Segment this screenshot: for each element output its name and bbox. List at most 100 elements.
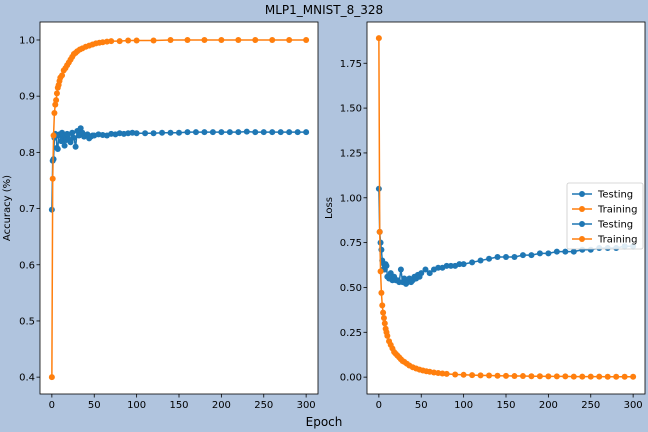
data-point — [218, 36, 225, 43]
data-point — [277, 129, 284, 136]
x-tick-label: 250 — [254, 400, 273, 411]
y-tick-label: 0.50 — [340, 283, 362, 294]
data-point — [67, 139, 74, 146]
y-axis-label: Accuracy (%) — [2, 175, 13, 241]
legend-label: Testing — [597, 220, 633, 231]
data-point — [545, 373, 552, 380]
data-point — [235, 36, 242, 43]
data-point — [596, 373, 603, 380]
data-point — [50, 132, 57, 139]
data-point — [192, 129, 199, 136]
data-point — [435, 264, 442, 271]
data-point — [184, 36, 191, 43]
figure-title: MLP1_MNIST_8_328 — [265, 3, 383, 17]
x-tick-label: 150 — [169, 400, 188, 411]
data-point — [422, 266, 429, 273]
y-tick-label: 0.9 — [19, 92, 35, 103]
y-tick-label: 0.7 — [19, 204, 35, 215]
data-point — [460, 371, 467, 378]
data-point — [260, 129, 267, 136]
data-point — [381, 320, 388, 327]
data-point — [469, 259, 476, 266]
data-point — [452, 371, 459, 378]
data-point — [570, 373, 577, 380]
data-point — [503, 253, 509, 260]
legend-marker — [579, 206, 585, 212]
data-point — [384, 332, 391, 339]
data-point — [159, 129, 166, 136]
y-tick-label: 0.25 — [340, 328, 362, 339]
x-tick-label: 100 — [454, 400, 473, 411]
data-point — [380, 309, 387, 316]
data-point — [511, 373, 518, 380]
data-point — [562, 373, 569, 380]
data-point — [209, 129, 216, 136]
x-tick-label: 0 — [49, 400, 55, 411]
data-point — [53, 90, 60, 97]
data-point — [519, 252, 526, 259]
data-point — [418, 270, 425, 277]
x-tick-label: 200 — [212, 400, 231, 411]
series-Training — [375, 35, 637, 380]
data-point — [456, 261, 463, 268]
x-tick-label: 250 — [581, 400, 600, 411]
data-point — [503, 372, 509, 379]
data-point — [469, 372, 476, 379]
data-point — [511, 253, 518, 260]
x-tick-label: 0 — [376, 400, 382, 411]
data-point — [613, 373, 620, 380]
data-point — [447, 262, 454, 269]
data-point — [51, 110, 58, 117]
data-point — [379, 302, 386, 309]
data-point — [218, 129, 225, 136]
loss-chart: 0 50 100 150 200 250 300 0.00 0.25 0.50 0.75 1.00 1.… — [324, 21, 646, 411]
data-point — [443, 370, 450, 377]
data-point — [303, 129, 310, 136]
legend-label: Testing — [597, 190, 633, 201]
data-point — [630, 373, 637, 380]
data-point — [553, 373, 560, 380]
data-point — [519, 373, 526, 380]
x-tick-label: 200 — [539, 400, 558, 411]
data-point — [108, 38, 115, 45]
data-point — [167, 129, 174, 136]
data-point — [235, 129, 242, 136]
data-point — [426, 270, 433, 277]
data-point — [486, 372, 493, 379]
y-axis-label: Loss — [324, 197, 335, 219]
legend: Testing Training Testing Training — [566, 182, 644, 250]
data-point — [53, 97, 60, 104]
y-tick-label: 0.75 — [340, 238, 362, 249]
data-point — [294, 129, 301, 136]
data-point — [397, 266, 404, 273]
legend-label: Training — [597, 235, 637, 246]
data-point — [477, 257, 484, 264]
data-point — [243, 128, 250, 135]
legend-marker — [579, 191, 585, 197]
data-point — [528, 373, 535, 380]
data-point — [201, 129, 208, 136]
y-tick-label: 1.50 — [340, 104, 362, 115]
x-tick-label: 100 — [127, 400, 146, 411]
data-point — [579, 373, 586, 380]
data-point — [604, 373, 611, 380]
data-point — [150, 37, 157, 44]
data-point — [133, 130, 140, 137]
y-tick-label: 1.00 — [340, 193, 362, 204]
data-point — [269, 36, 276, 43]
data-point — [286, 36, 293, 43]
x-tick-label: 50 — [88, 400, 101, 411]
data-point — [477, 372, 484, 379]
loss-axes-frame — [366, 21, 646, 395]
data-point — [587, 373, 594, 380]
data-point — [201, 36, 208, 43]
y-tick-label: 1.0 — [19, 35, 35, 46]
data-point — [125, 37, 132, 44]
data-point — [494, 372, 501, 379]
data-point — [536, 250, 543, 257]
accuracy-plot-area — [40, 22, 318, 394]
data-point — [252, 129, 259, 136]
data-point — [70, 134, 77, 141]
x-axis-label: Epoch — [306, 415, 343, 429]
